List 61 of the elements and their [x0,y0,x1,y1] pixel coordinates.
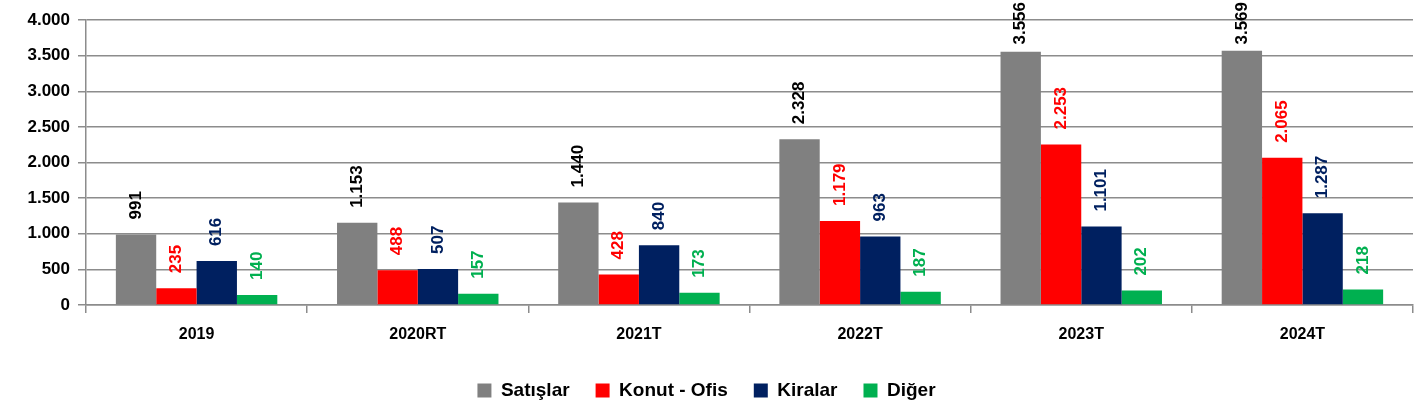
y-tick-label: 3.000 [27,80,70,100]
data-label: 3.569 [1231,1,1251,45]
data-label: 202 [1131,247,1151,276]
bar [819,221,861,305]
bar [1262,157,1303,305]
y-tick-label: 1.500 [27,187,70,207]
data-label: 157 [467,250,487,279]
data-label: 963 [869,193,889,222]
bar [598,274,639,305]
bar [417,268,459,305]
y-tick-label: 2.500 [27,116,70,136]
legend-label: Satışlar [500,378,571,400]
bar [236,295,278,305]
x-tick-label: 2022T [837,325,883,343]
bar [900,291,941,305]
data-label: 140 [246,251,266,281]
data-label: 507 [427,225,447,254]
bar [1040,144,1082,305]
bar [1121,290,1162,305]
data-label: 991 [125,191,145,220]
data-label: 2.253 [1050,86,1070,130]
y-tick-label: 2.000 [27,152,70,172]
data-label: 1.153 [346,165,366,208]
data-label: 3.556 [1010,1,1030,45]
x-tick-label: 2021T [616,325,662,343]
y-tick-label: 0 [60,294,70,314]
bar [1081,226,1122,305]
bar [860,236,901,305]
x-tick-label: 2023T [1058,325,1105,343]
bar [638,245,680,305]
legend-label: Konut - Ofis [619,378,728,400]
data-label: 187 [910,248,930,277]
x-tick-label: 2019 [178,325,215,343]
x-tick-label: 2024T [1279,325,1326,343]
data-label: 616 [206,217,226,247]
data-label: 173 [689,249,709,278]
data-label: 1.179 [829,163,849,206]
bar [196,261,237,305]
bar [156,288,197,305]
bar [458,293,499,305]
y-tick-label: 4.000 [27,9,70,29]
y-tick-label: 1.000 [27,223,70,243]
data-label: 2.328 [789,81,809,125]
data-label: 488 [387,226,407,256]
bar [679,292,720,305]
data-label: 1.101 [1091,169,1111,212]
bar [377,270,418,305]
data-label: 218 [1352,246,1372,275]
bar [1302,213,1343,305]
legend-label: Diğer [886,378,937,400]
y-tick-label: 3.500 [27,45,70,65]
legend-label: Kiralar [777,378,839,400]
data-label: 2.065 [1271,100,1291,143]
x-tick-label: 2020RT [389,325,447,343]
y-tick-label: 500 [41,259,70,279]
data-label: 1.440 [568,144,588,188]
bar [1342,289,1384,305]
data-label: 840 [648,201,668,231]
data-label: 428 [608,231,628,260]
data-label: 235 [166,244,186,274]
data-label: 1.287 [1312,155,1332,199]
